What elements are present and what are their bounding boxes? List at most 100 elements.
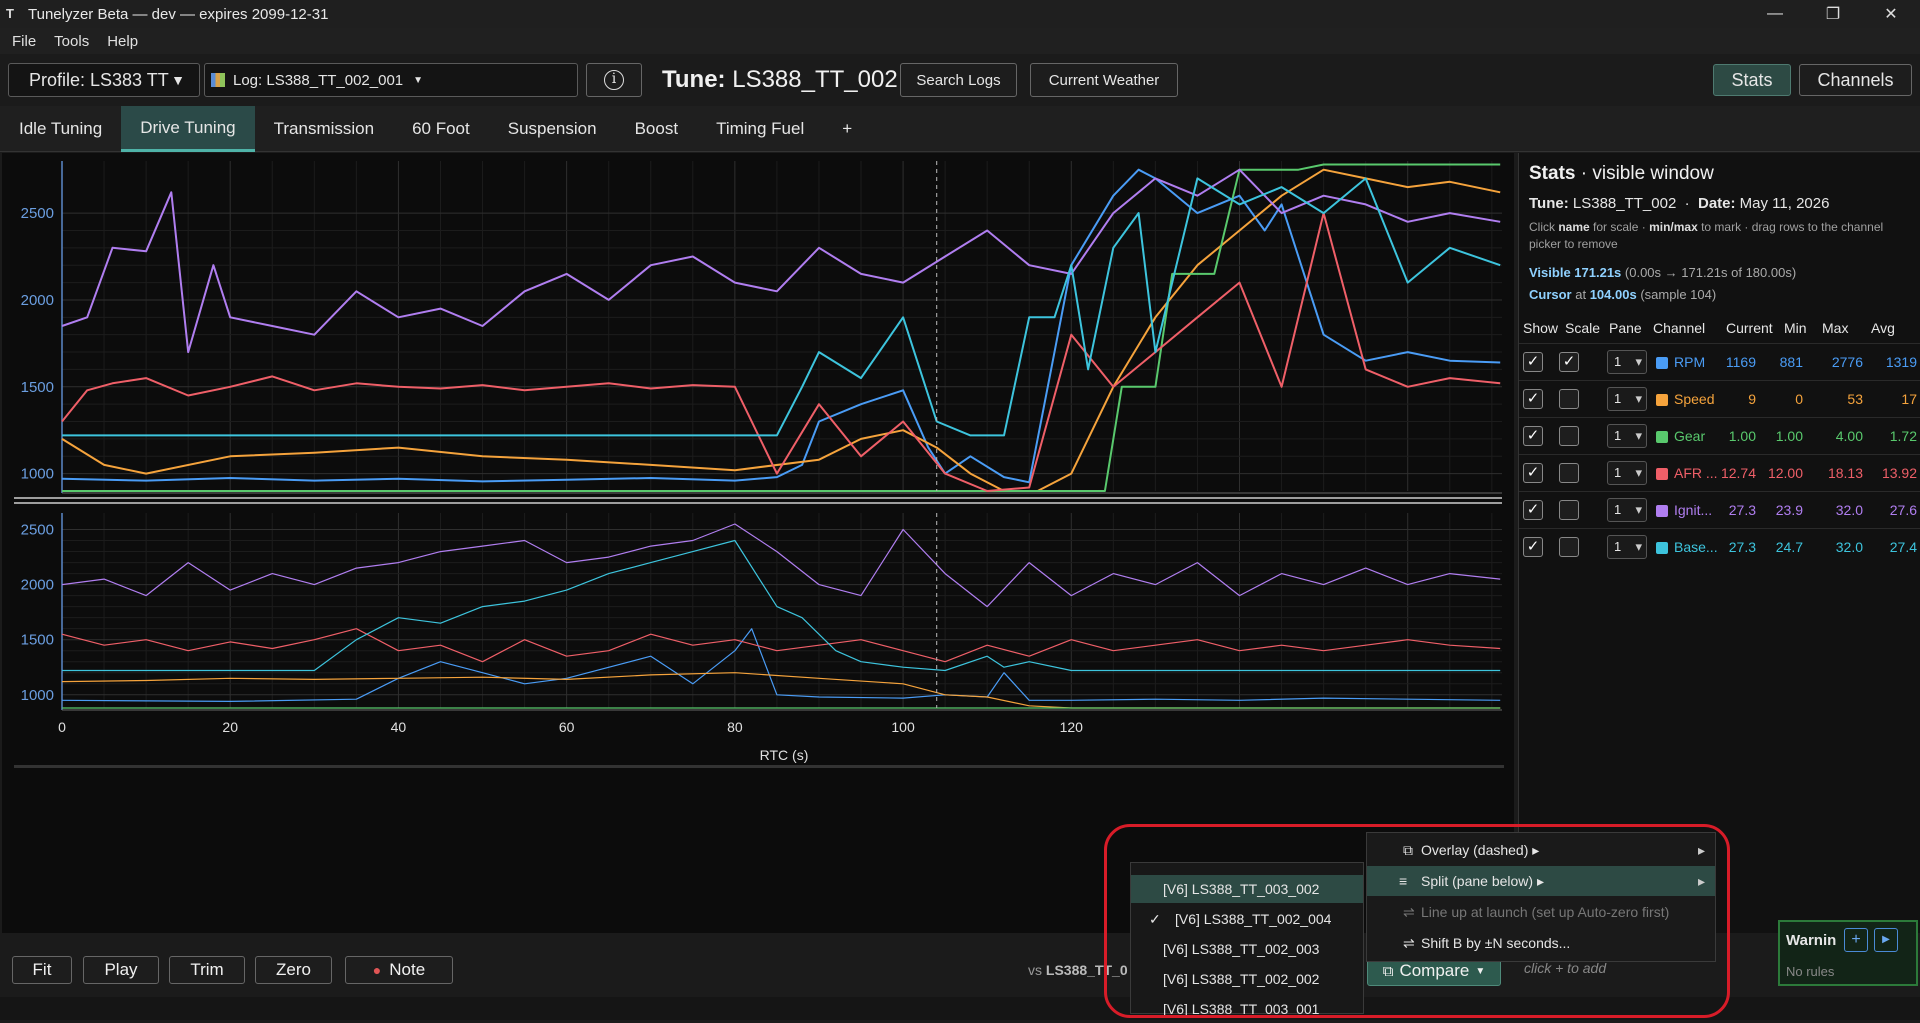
stats-row[interactable]: ✓ 1 AFR ...12.74 12.00 18.13 13.92 — [1519, 454, 1920, 491]
compare-menu-item[interactable]: ⇌ Shift B by ±N seconds... — [1367, 928, 1715, 958]
tab-transmission[interactable]: Transmission — [273, 119, 375, 138]
col-min: Min — [1784, 320, 1807, 336]
stats-row[interactable]: ✓ 1 Ignit... 27.3 23.9 32.0 27.6 — [1519, 491, 1920, 528]
fit-button[interactable]: Fit — [12, 956, 72, 984]
stats-row[interactable]: ✓ ✓ 1 RPM 1169 881 2776 1319 — [1519, 343, 1920, 380]
series-line — [61, 212, 1501, 492]
max-value[interactable]: 32.0 — [1835, 502, 1863, 518]
search-logs-button[interactable]: Search Logs — [900, 63, 1017, 97]
min-value[interactable]: 1.00 — [1775, 428, 1803, 444]
max-value[interactable]: 2776 — [1831, 354, 1863, 370]
max-value[interactable]: 4.00 — [1835, 428, 1863, 444]
min-value[interactable]: 12.00 — [1767, 465, 1803, 481]
menu-tools[interactable]: Tools — [54, 32, 90, 50]
show-checkbox[interactable]: ✓ — [1523, 389, 1543, 409]
channel-name[interactable]: Gear — [1674, 428, 1706, 444]
scale-checkbox[interactable] — [1559, 500, 1579, 520]
channel-name[interactable]: Ignit... — [1674, 502, 1713, 518]
visible-label: Visible 171.21s — [1529, 265, 1622, 280]
max-value[interactable]: 18.13 — [1827, 465, 1863, 481]
play-button[interactable]: Play — [83, 956, 159, 984]
chart-pane-1[interactable]: 2500 2000 1500 1000 — [21, 161, 1502, 494]
series-line — [61, 168, 1501, 354]
current-value: 9 — [1748, 391, 1756, 407]
stats-row[interactable]: ✓ 1 Gear 1.00 1.00 4.00 1.72 — [1519, 417, 1920, 454]
min-value[interactable]: 24.7 — [1775, 539, 1803, 555]
pane-select[interactable]: 1 — [1607, 424, 1647, 448]
compare-label: Compare — [1399, 961, 1470, 980]
tab-idle-tuning[interactable]: Idle Tuning — [19, 119, 103, 138]
tab-drive-tuning[interactable]: Drive Tuning — [121, 106, 255, 152]
show-checkbox[interactable]: ✓ — [1523, 463, 1543, 483]
tab-suspension[interactable]: Suspension — [507, 119, 597, 138]
log-select[interactable]: Log: LS388_TT_002_001 ▼ — [204, 63, 578, 97]
info-button[interactable]: i — [586, 63, 642, 97]
min-value[interactable]: 23.9 — [1775, 502, 1803, 518]
close-button[interactable]: ✕ — [1884, 6, 1898, 23]
tab-60-foot[interactable]: 60 Foot — [412, 119, 470, 138]
warnings-panel: Warnin + ▶ No rules — [1778, 920, 1918, 986]
channels-toggle-button[interactable]: Channels — [1799, 64, 1912, 96]
avg-value: 13.92 — [1881, 465, 1917, 481]
minimize-button[interactable]: — — [1767, 5, 1783, 22]
menu-help[interactable]: Help — [107, 32, 139, 50]
channel-name[interactable]: Speed — [1674, 391, 1715, 407]
pane-select[interactable]: 1 — [1607, 350, 1647, 374]
max-value[interactable]: 32.0 — [1835, 539, 1863, 555]
trim-button[interactable]: Trim — [169, 956, 245, 984]
max-value[interactable]: 53 — [1847, 391, 1863, 407]
profile-select[interactable]: Profile: LS383 TT ▼ — [8, 63, 200, 97]
tab-timing-fuel[interactable]: Timing Fuel — [716, 119, 805, 138]
scale-checkbox[interactable] — [1559, 426, 1579, 446]
compare-log-item[interactable]: ✓ [V6] LS388_TT_002_004 — [1131, 905, 1363, 933]
compare-menu-item[interactable]: ⧉ Overlay (dashed) ▸ ▸ — [1367, 835, 1715, 865]
compare-vs-text: vs LS388_TT_0 — [1028, 962, 1128, 978]
add-tab-button[interactable]: + — [842, 119, 853, 138]
compare-log-item[interactable]: [V6] LS388_TT_002_002 — [1163, 971, 1320, 987]
min-value[interactable]: 881 — [1779, 354, 1803, 370]
menu-file[interactable]: File — [12, 32, 37, 50]
zero-button[interactable]: Zero — [255, 956, 332, 984]
stats-row[interactable]: ✓ 1 Speed 9 0 53 17 — [1519, 380, 1920, 417]
pane-select[interactable]: 1 — [1607, 461, 1647, 485]
compare-log-item[interactable]: [V6] LS388_TT_002_003 — [1163, 941, 1320, 957]
log-file-icon — [211, 73, 225, 87]
show-checkbox[interactable]: ✓ — [1523, 537, 1543, 557]
scale-checkbox[interactable] — [1559, 389, 1579, 409]
note-button[interactable]: ● Note — [345, 956, 453, 984]
stats-toggle-button[interactable]: Stats — [1713, 64, 1791, 96]
scrollbar[interactable] — [14, 765, 1504, 768]
show-checkbox[interactable]: ✓ — [1523, 426, 1543, 446]
compare-log-item[interactable]: [V6] LS388_TT_003_001 — [1163, 1001, 1320, 1017]
compare-log-item[interactable]: [V6] LS388_TT_003_002 — [1131, 875, 1363, 903]
min-value[interactable]: 0 — [1795, 391, 1803, 407]
show-checkbox[interactable]: ✓ — [1523, 352, 1543, 372]
col-max: Max — [1822, 320, 1849, 336]
col-show: Show — [1523, 320, 1559, 336]
menu-bar: File Tools Help — [0, 28, 1920, 54]
channel-name[interactable]: AFR ... — [1674, 465, 1718, 481]
play-icon[interactable]: ▶ — [1874, 928, 1898, 952]
window-title: Tunelyzer Beta — dev — expires 2099-12-3… — [28, 5, 329, 23]
channel-name[interactable]: Base... — [1674, 539, 1718, 555]
maximize-button[interactable]: ❐ — [1825, 6, 1841, 23]
stats-heading-bold: Stats — [1529, 163, 1576, 184]
compare-menu-item[interactable]: ≡ Split (pane below) ▸ ▸ — [1367, 866, 1715, 896]
vs-value: LS388_TT_0 — [1045, 962, 1128, 978]
channel-name[interactable]: RPM — [1674, 354, 1706, 370]
stats-row[interactable]: ✓ 1 Base... 27.3 24.7 32.0 27.4 — [1519, 528, 1920, 565]
pane-select[interactable]: 1 — [1607, 535, 1647, 559]
scale-checkbox[interactable]: ✓ — [1559, 352, 1579, 372]
show-checkbox[interactable]: ✓ — [1523, 500, 1543, 520]
add-rule-button[interactable]: + — [1844, 928, 1868, 952]
scale-checkbox[interactable] — [1559, 537, 1579, 557]
compare-mode-menu: ⧉ Overlay (dashed) ▸ ▸ ≡ Split (pane below) … — [1366, 832, 1716, 962]
pane-select[interactable]: 1 — [1607, 498, 1647, 522]
chart-area[interactable]: 2500 2000 1500 1000 2500 2000 1500 1000 0 20 40 60 8… — [2, 153, 1514, 933]
pane-select[interactable]: 1 — [1607, 387, 1647, 411]
tab-boost[interactable]: Boost — [634, 119, 679, 138]
scale-checkbox[interactable] — [1559, 463, 1579, 483]
current-weather-button[interactable]: Current Weather — [1030, 63, 1178, 97]
